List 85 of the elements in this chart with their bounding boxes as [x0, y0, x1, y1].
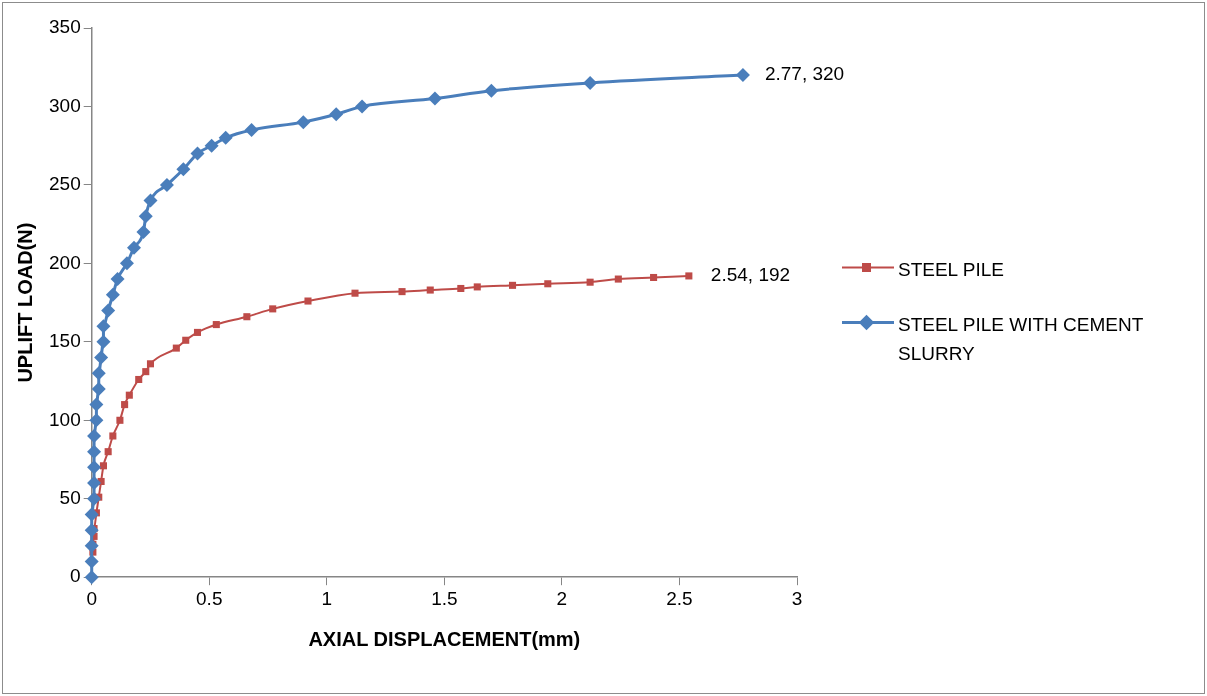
point [457, 284, 465, 293]
point [172, 344, 180, 352]
x-tick-label: 1 [321, 587, 333, 609]
y-tick-label: 300 [49, 94, 81, 116]
x-tick-label: 3 [791, 587, 803, 609]
point [244, 122, 259, 137]
point [204, 138, 219, 153]
point [304, 297, 312, 305]
point [89, 413, 104, 428]
point [84, 554, 99, 569]
point [586, 278, 594, 286]
x-tick-label: 2 [556, 587, 568, 609]
point [96, 319, 111, 334]
x-tick-label: 0.5 [196, 587, 223, 609]
point [91, 381, 106, 396]
x-tick-label: 0 [86, 587, 97, 609]
point [87, 491, 102, 506]
point [243, 313, 251, 321]
point [127, 240, 142, 255]
point [685, 272, 693, 280]
point [143, 193, 158, 208]
y-tick-label: 0 [70, 565, 81, 587]
point [142, 368, 150, 376]
point [121, 401, 129, 409]
annotation: 2.77, 320 [764, 63, 845, 85]
point [182, 336, 190, 344]
y-tick-label: 200 [49, 251, 81, 273]
point [269, 305, 277, 313]
point [159, 177, 174, 192]
y-tick-label: 50 [59, 486, 81, 508]
point [212, 321, 220, 329]
y-tick-label: 350 [49, 16, 81, 38]
point [87, 444, 102, 459]
point [94, 350, 109, 365]
x-axis-title: AXIAL DISPLACEMENT(mm) [308, 627, 581, 650]
point [146, 360, 155, 368]
y-tick-label: 250 [49, 173, 81, 195]
point [351, 289, 359, 297]
point [508, 281, 517, 289]
x-tick-label: 1.5 [431, 587, 458, 609]
legend-label: STEEL PILE WITH CEMENT SLURRY [898, 313, 1144, 366]
point [87, 476, 102, 491]
point [426, 286, 434, 294]
point [116, 416, 124, 424]
y-axis-title: UPLIFT LOAD(N) [13, 222, 36, 383]
point [193, 328, 202, 336]
point [96, 334, 111, 349]
point [398, 288, 406, 296]
point [99, 462, 107, 470]
point [473, 283, 481, 291]
point [91, 366, 106, 381]
point [125, 391, 133, 399]
point [136, 224, 151, 239]
point [84, 538, 99, 553]
point [135, 375, 143, 384]
point [190, 146, 205, 161]
point [87, 460, 102, 475]
point [84, 507, 99, 522]
point [427, 91, 442, 106]
point [138, 209, 153, 224]
point [296, 115, 311, 130]
x-tick-label: 2.5 [666, 587, 693, 609]
point [650, 273, 658, 282]
point [105, 287, 120, 302]
point [110, 272, 125, 287]
y-tick-label: 100 [49, 408, 81, 430]
point [101, 303, 116, 318]
point [218, 130, 233, 145]
point [104, 448, 112, 456]
annotation: 2.54, 192 [710, 264, 791, 286]
point [109, 432, 117, 440]
point [176, 162, 191, 177]
point [329, 107, 344, 122]
y-tick-label: 150 [49, 330, 81, 352]
point [355, 99, 370, 114]
legend-label: STEEL PILE [898, 258, 1004, 282]
point [87, 428, 102, 443]
point [614, 275, 622, 283]
point [484, 83, 499, 98]
point [583, 75, 598, 90]
point [735, 68, 750, 83]
point [119, 256, 134, 271]
point [84, 523, 99, 538]
point [544, 280, 552, 288]
point [89, 397, 104, 412]
